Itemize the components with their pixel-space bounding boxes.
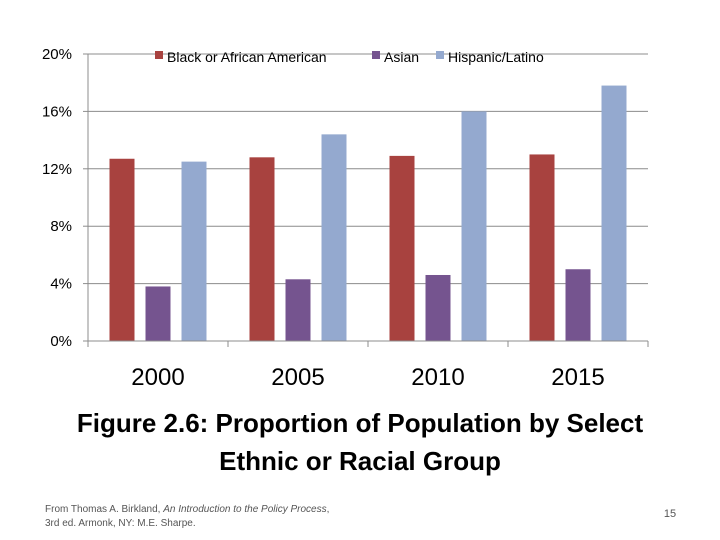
legend-swatch — [436, 51, 444, 59]
bar-black-or-african-american-2010 — [389, 155, 415, 341]
caption-line-2: Ethnic or Racial Group — [219, 446, 501, 476]
bar-asian-2005 — [285, 279, 311, 341]
y-tick-label: 0% — [50, 333, 72, 350]
legend-swatch — [155, 51, 163, 59]
bar-hispanic-latino-2015 — [601, 85, 627, 341]
y-tick-label: 8% — [50, 218, 72, 235]
source-citation: From Thomas A. Birkland, An Introduction… — [45, 503, 345, 531]
bar-hispanic-latino-2000 — [181, 161, 207, 341]
bar-black-or-african-american-2000 — [109, 158, 135, 341]
bar-black-or-african-american-2005 — [249, 157, 275, 341]
x-tick-label: 2015 — [551, 364, 604, 391]
y-tick-label: 20% — [42, 46, 72, 63]
y-tick-label: 16% — [42, 103, 72, 120]
gridlines — [88, 53, 648, 342]
legend-swatch — [372, 51, 380, 59]
caption-line-1: Figure 2.6: Proportion of Population by … — [76, 408, 644, 438]
legend-label: Hispanic/Latino — [448, 49, 544, 65]
y-tick-label: 12% — [42, 161, 72, 178]
figure-caption: Figure 2.6: Proportion of Population by … — [40, 404, 680, 480]
page-number: 15 — [663, 508, 677, 520]
x-tick-label: 2000 — [131, 364, 184, 391]
axes: 0% 4% 8% 12% 16% 20% 2000 2005 2010 2015 — [42, 46, 649, 391]
legend-label: Asian — [384, 49, 419, 65]
citation-prefix: From Thomas A. Birkland, — [45, 504, 164, 515]
legend-label: Black or African American — [167, 49, 327, 65]
bar-asian-2015 — [565, 269, 591, 341]
bar-asian-2000 — [145, 286, 171, 341]
x-tick-label: 2010 — [411, 364, 464, 391]
bars — [109, 85, 627, 342]
bar-hispanic-latino-2010 — [461, 111, 487, 342]
x-tick-label: 2005 — [271, 364, 324, 391]
legend: Black or African American Asian Hispanic/L… — [155, 49, 544, 65]
y-tick-label: 4% — [50, 276, 72, 293]
bar-asian-2010 — [425, 274, 451, 341]
bar-hispanic-latino-2005 — [321, 134, 347, 341]
citation-title: An Introduction to the Policy Process — [163, 504, 327, 515]
bar-chart: 0% 4% 8% 12% 16% 20% 2000 2005 2010 2015 Black or… — [42, 46, 649, 391]
bar-black-or-african-american-2015 — [529, 154, 555, 341]
citation-suffix: , 3rd ed. Armonk, NY: M.E. Sharpe. — [45, 504, 330, 529]
